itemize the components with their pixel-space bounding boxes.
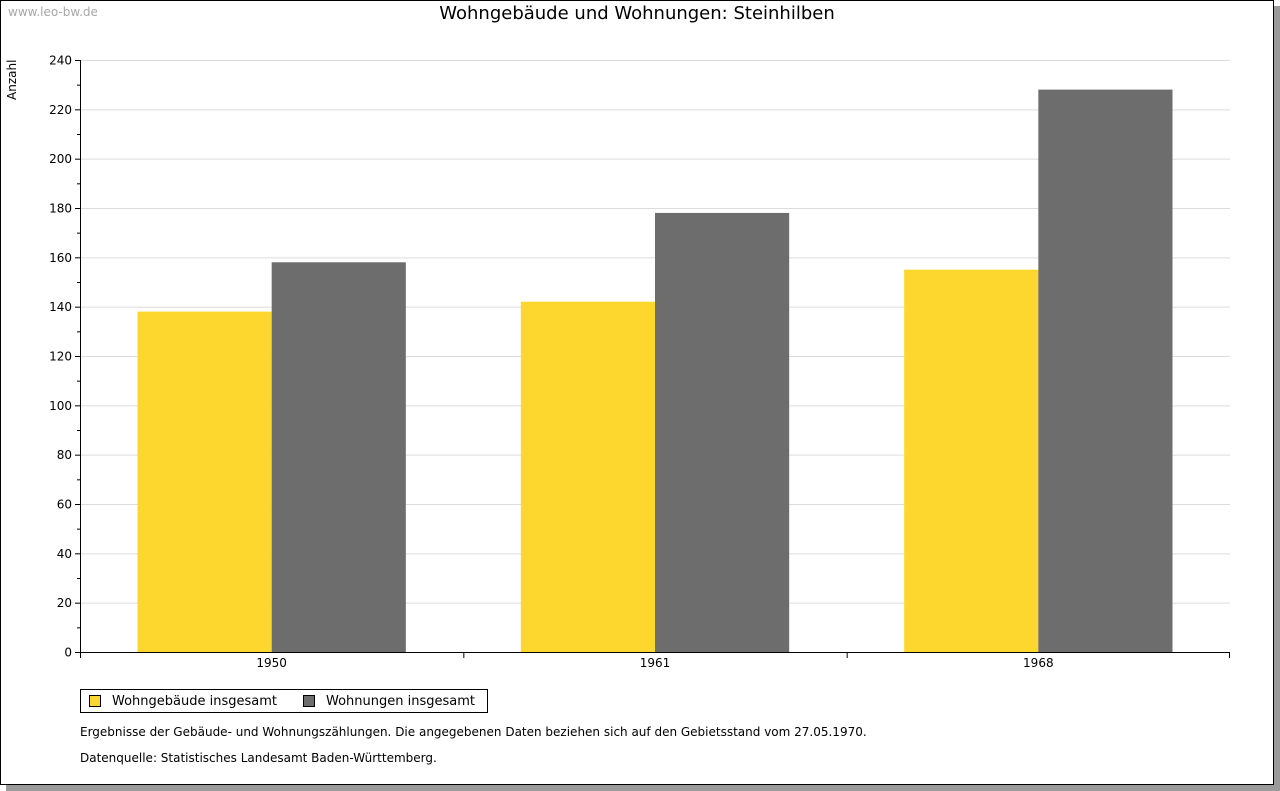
bar xyxy=(271,262,406,652)
y-tick-label: 180 xyxy=(49,202,72,216)
x-tick-label: 1961 xyxy=(640,656,671,670)
y-tick-label: 120 xyxy=(49,350,72,364)
legend-label: Wohnungen insgesamt xyxy=(326,693,475,709)
y-tick-label: 0 xyxy=(64,646,72,660)
chart-title: Wohngebäude und Wohnungen: Steinhilben xyxy=(439,3,835,24)
bar xyxy=(137,311,272,652)
legend-swatch xyxy=(303,695,315,707)
legend-item-wohngebaeude: Wohngebäude insgesamt xyxy=(89,694,277,709)
y-tick-label: 80 xyxy=(57,448,72,462)
bar xyxy=(520,301,655,652)
y-tick-label: 40 xyxy=(57,547,72,561)
bar xyxy=(655,212,790,652)
y-tick-label: 160 xyxy=(49,251,72,265)
y-tick-label: 20 xyxy=(57,596,72,610)
x-tick-label: 1950 xyxy=(256,656,287,670)
description-note: Ergebnisse der Gebäude- und Wohnungszähl… xyxy=(80,725,867,739)
legend-label: Wohngebäude insgesamt xyxy=(112,693,277,709)
legend-swatch xyxy=(89,695,101,707)
frame-shadow-right xyxy=(1274,6,1280,791)
bar xyxy=(1038,89,1173,653)
y-tick-label: 140 xyxy=(49,300,72,314)
legend: Wohngebäude insgesamt Wohnungen insgesam… xyxy=(80,689,488,713)
y-tick-label: 60 xyxy=(57,498,72,512)
y-tick-label: 100 xyxy=(49,399,72,413)
x-tick-label: 1968 xyxy=(1023,656,1054,670)
bar xyxy=(904,269,1039,652)
watermark: www.leo-bw.de xyxy=(8,5,98,19)
frame-shadow-bottom xyxy=(6,785,1280,791)
y-tick-label: 200 xyxy=(49,152,72,166)
y-tick-label: 220 xyxy=(49,103,72,117)
y-tick-label: 240 xyxy=(49,54,72,68)
source-note: Datenquelle: Statistisches Landesamt Bad… xyxy=(80,751,437,765)
legend-item-wohnungen: Wohnungen insgesamt xyxy=(303,694,475,709)
